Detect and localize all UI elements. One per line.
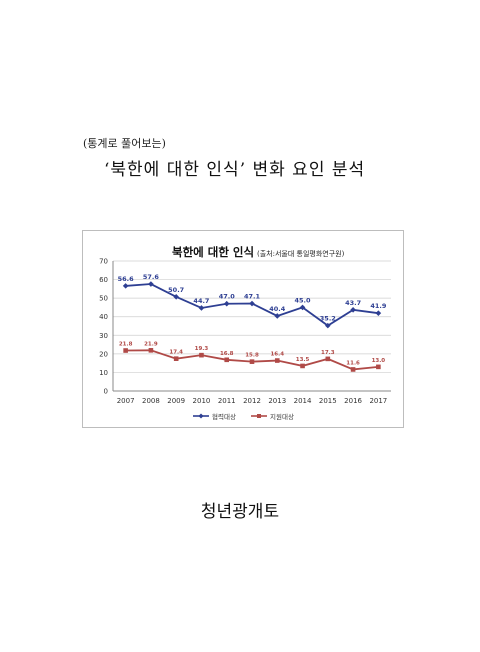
- data-point: [224, 357, 230, 363]
- x-tick-label: 2015: [319, 397, 337, 405]
- legend-marker: [198, 413, 204, 419]
- data-label: 17.3: [321, 350, 335, 356]
- data-label: 16.8: [220, 351, 234, 357]
- y-tick-label: 50: [99, 295, 108, 303]
- data-label: 41.9: [370, 302, 387, 310]
- data-label: 17.4: [169, 350, 183, 356]
- x-tick-label: 2009: [167, 397, 185, 405]
- y-tick-label: 20: [99, 350, 108, 358]
- legend-label: 협력대상: [212, 412, 236, 421]
- data-label: 13.0: [372, 358, 386, 364]
- legend-marker: [257, 414, 261, 418]
- data-point: [350, 307, 356, 313]
- data-point: [123, 348, 128, 353]
- x-tick-label: 2010: [193, 397, 211, 405]
- data-point: [325, 356, 331, 362]
- data-label: 15.8: [245, 353, 259, 359]
- data-point: [148, 348, 154, 353]
- legend-label: 지원대상: [270, 412, 294, 421]
- chart-source: (출처:서울대 통일평화연구원): [257, 249, 345, 258]
- data-label: 19.3: [195, 346, 209, 352]
- x-tick-label: 2011: [218, 397, 236, 405]
- y-tick-label: 30: [99, 332, 108, 340]
- data-point: [274, 358, 280, 363]
- data-label: 47.0: [219, 293, 236, 301]
- x-tick-label: 2008: [142, 397, 160, 405]
- data-label: 21.8: [119, 342, 133, 348]
- data-point: [199, 352, 204, 358]
- data-label: 50.7: [168, 286, 184, 294]
- data-point: [148, 281, 154, 287]
- report-title: ‘북한에 대한 인식’ 변화 요인 분석: [104, 160, 366, 180]
- data-point: [375, 310, 382, 316]
- data-label: 11.6: [346, 360, 360, 366]
- data-point: [223, 300, 230, 307]
- data-label: 56.6: [118, 275, 135, 283]
- data-label: 16.4: [270, 352, 284, 358]
- x-tick-label: 2012: [243, 397, 261, 405]
- data-label: 35.2: [320, 315, 336, 323]
- line-chart: 북한에 대한 인식 (출처:서울대 통일평화연구원) 0 10 20 30 40 50 60…: [99, 245, 391, 421]
- x-tick-label: 2017: [369, 397, 387, 405]
- data-label: 13.5: [296, 357, 310, 363]
- x-tick-label: 2014: [294, 397, 312, 405]
- data-label: 21.9: [144, 341, 158, 347]
- footer-org: 청년광개토: [200, 502, 280, 522]
- data-point: [299, 304, 306, 311]
- data-label: 44.7: [193, 297, 209, 305]
- data-label: 43.7: [345, 299, 361, 307]
- y-tick-label: 10: [99, 369, 108, 377]
- data-label: 45.0: [295, 296, 312, 304]
- data-point: [376, 364, 381, 370]
- data-label: 57.6: [143, 273, 160, 281]
- data-label: 40.4: [269, 305, 286, 313]
- data-point: [198, 305, 205, 311]
- x-tick-label: 2013: [268, 397, 286, 405]
- x-tick-label: 2016: [344, 397, 362, 405]
- data-label: 47.1: [244, 293, 261, 301]
- data-point: [122, 283, 129, 289]
- y-tick-label: 0: [104, 388, 108, 396]
- data-point: [350, 367, 356, 372]
- data-point: [249, 359, 255, 364]
- chart-title: 북한에 대한 인식: [172, 245, 254, 259]
- chart-frame: 북한에 대한 인식 (출처:서울대 통일평화연구원) 0 10 20 30 40 50 60…: [82, 230, 404, 428]
- data-point: [173, 356, 179, 361]
- y-tick-label: 40: [99, 313, 108, 321]
- x-tick-label: 2007: [117, 397, 135, 405]
- data-point: [325, 322, 331, 329]
- data-point: [300, 363, 305, 369]
- y-tick-label: 60: [99, 276, 108, 284]
- report-subtitle: (통계로 풀어보는): [83, 137, 166, 150]
- y-tick-label: 70: [99, 258, 108, 266]
